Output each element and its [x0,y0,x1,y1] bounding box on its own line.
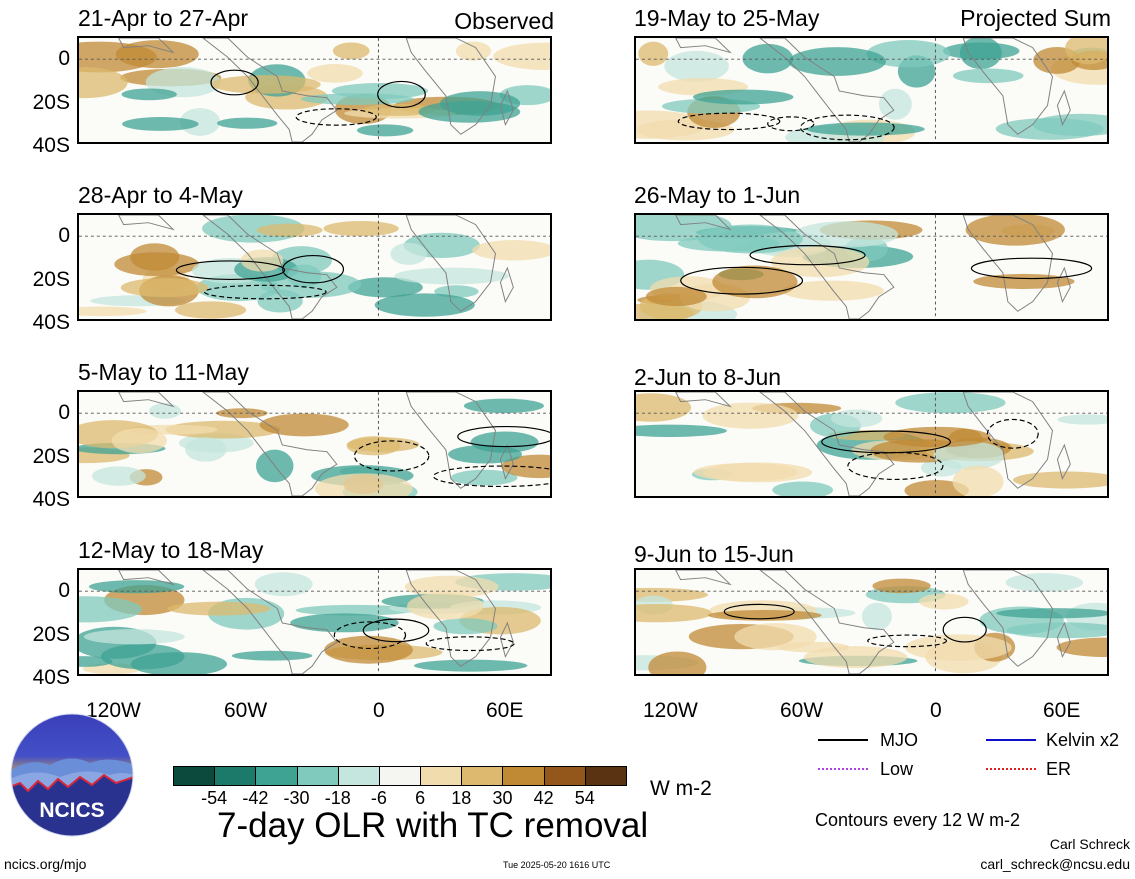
legend-line-er [986,768,1036,770]
colorbar-tick-label: -42 [242,788,269,808]
contour-note: Contours every 12 W m-2 [815,810,1021,830]
projected-sum-label: Projected Sum [960,5,1111,31]
panel-title-6: 26-May to 1-Jun [634,182,801,208]
colorbar-swatch [502,766,545,786]
logo-text: NCICS [39,799,104,822]
colorbar-swatch [296,766,339,786]
panel-title-7: 2-Jun to 8-Jun [634,364,782,390]
timestamp: Tue 2025-05-20 1616 UTC [503,860,611,870]
lon-label-60e: 60E [486,699,524,722]
colorbar-swatch [543,766,586,786]
lon-label-0: 0 [373,699,385,722]
olr-map-panel-7 [634,390,1109,498]
panel-title-8: 9-Jun to 15-Jun [634,541,794,567]
lat-label-20s: 20S [32,445,70,468]
olr-map-panel-8 [634,568,1109,676]
colorbar-swatch [255,766,298,786]
lat-label-0: 0 [58,579,70,602]
colorbar-swatch [584,766,627,786]
colorbar-swatch [173,766,216,786]
units-label: W m-2 [650,777,712,800]
colorbar-tick-label: -30 [283,788,310,808]
olr-map-panel-1 [77,36,552,144]
legend-label-kelvin: Kelvin x2 [1046,730,1120,750]
colorbar-tick-label: 18 [451,788,472,808]
ncics-logo: NCICS [10,713,134,837]
lon-label-60w: 60W [224,699,268,722]
panel-title-5: 19-May to 25-May [634,5,820,31]
legend-line-low [818,768,868,770]
panel-title-4: 12-May to 18-May [78,537,264,563]
colorbar-tick-label: 42 [533,788,554,808]
legend-label-mjo: MJO [880,730,918,750]
author-name: Carl Schreck [1049,836,1130,852]
colorbar-tick-label: 54 [574,788,595,808]
website-link[interactable]: ncics.org/mjo [4,856,87,872]
olr-map-panel-2 [77,213,552,321]
lon-label-0: 0 [930,699,942,722]
observed-label: Observed [454,8,554,34]
colorbar-swatch [378,766,422,786]
olr-map-panel-4 [77,568,552,676]
lon-label-60e: 60E [1043,699,1081,722]
olr-map-panel-6 [634,213,1109,321]
lat-label-40s: 40S [32,134,70,157]
colorbar-tick-label: -18 [324,788,351,808]
lat-label-40s: 40S [32,311,70,334]
lat-label-20s: 20S [32,268,70,291]
lat-label-40s: 40S [32,666,70,689]
colorbar-tick-label: -54 [201,788,228,808]
colorbar-swatch [337,766,380,786]
figure-title: 7-day OLR with TC removal [217,806,649,845]
lat-label-20s: 20S [32,623,70,646]
lon-label-60w: 60W [780,699,824,722]
colorbar-swatch [214,766,257,786]
lat-label-0: 0 [58,401,70,424]
legend-label-er: ER [1046,759,1072,779]
lon-label-120w: 120W [643,699,698,722]
colorbar-swatch [420,766,463,786]
panel-title-2: 28-Apr to 4-May [78,182,243,208]
lat-label-40s: 40S [32,488,70,511]
colorbar-tick-label: -6 [370,788,387,808]
colorbar-tick-label: 6 [415,788,426,808]
colorbar-swatch [461,766,504,786]
olr-map-panel-5 [634,36,1109,144]
legend-line-kelvin [986,739,1036,741]
author-email: carl_schreck@ncsu.edu [980,856,1130,872]
legend-line-mjo [818,739,868,741]
panel-title-3: 5-May to 11-May [78,359,249,385]
panel-title-1: 21-Apr to 27-Apr [78,5,249,31]
olr-map-panel-3 [77,390,552,498]
legend-label-low: Low [880,759,914,779]
lat-label-0: 0 [58,224,70,247]
lon-label-120w: 120W [86,699,141,722]
colorbar-tick-label: 30 [492,788,513,808]
lat-label-20s: 20S [32,91,70,114]
lat-label-0: 0 [58,47,70,70]
